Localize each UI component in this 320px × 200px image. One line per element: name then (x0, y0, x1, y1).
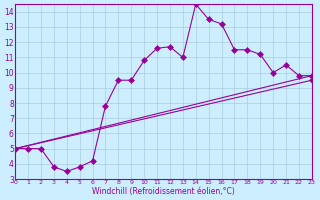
X-axis label: Windchill (Refroidissement éolien,°C): Windchill (Refroidissement éolien,°C) (92, 187, 235, 196)
